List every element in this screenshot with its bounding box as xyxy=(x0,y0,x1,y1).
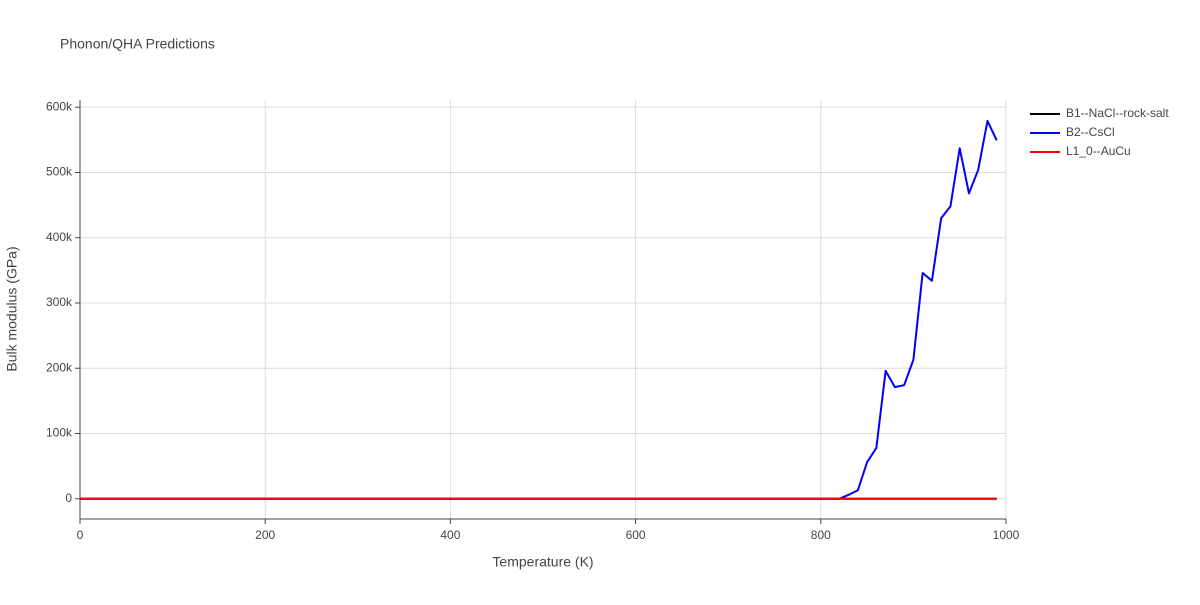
legend-label: B2--CsCl xyxy=(1066,125,1115,139)
y-tick-label: 100k xyxy=(46,426,73,440)
x-axis-title: Temperature (K) xyxy=(492,554,593,570)
x-tick-label: 600 xyxy=(626,528,646,542)
y-tick-label: 600k xyxy=(46,99,73,113)
legend-label: B1--NaCl--rock-salt xyxy=(1066,106,1169,120)
y-axis-title: Bulk modulus (GPa) xyxy=(4,246,20,371)
x-tick-label: 1000 xyxy=(993,528,1020,542)
legend-label: L1_0--AuCu xyxy=(1066,144,1131,158)
x-tick-label: 400 xyxy=(440,528,460,542)
y-tick-label: 300k xyxy=(46,295,73,309)
y-tick-label: 0 xyxy=(65,491,72,505)
y-tick-label: 200k xyxy=(46,360,73,374)
x-tick-label: 0 xyxy=(77,528,84,542)
y-tick-label: 400k xyxy=(46,230,73,244)
chart-title: Phonon/QHA Predictions xyxy=(60,36,215,52)
line-series xyxy=(80,119,998,500)
x-tick-label: 200 xyxy=(255,528,275,542)
y-tick-label: 500k xyxy=(46,165,73,179)
x-tick-label: 800 xyxy=(811,528,831,542)
